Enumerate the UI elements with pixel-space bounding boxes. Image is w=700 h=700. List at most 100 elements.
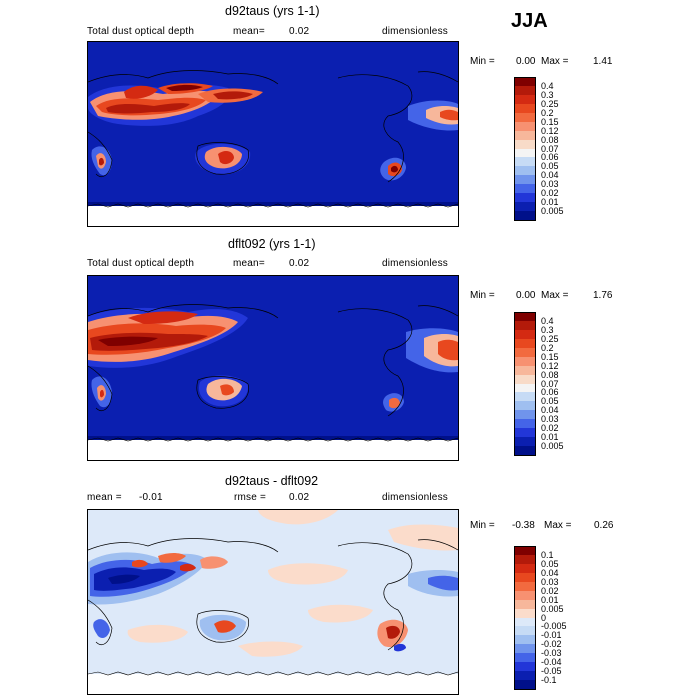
colorbar-label: 0.3: [541, 89, 554, 100]
colorbar-label: -0.01: [541, 630, 562, 641]
panel3-max-label: Max =: [544, 520, 572, 531]
colorbar-swatch: [514, 590, 536, 601]
colorbar-swatch: [514, 329, 536, 340]
colorbar-swatch: [514, 338, 536, 349]
colorbar-label: -0.02: [541, 639, 562, 650]
panel3-min-label: Min =: [470, 520, 495, 531]
colorbar-swatch: [514, 546, 536, 556]
colorbar-swatch: [514, 554, 536, 565]
colorbar-label: 0.15: [541, 116, 559, 127]
colorbar-swatch: [514, 148, 536, 158]
colorbar-label: 0.08: [541, 369, 559, 380]
colorbar-swatch: [514, 139, 536, 149]
colorbar-label: 0.08: [541, 134, 559, 145]
colorbar-swatch: [514, 175, 536, 185]
panel2-variable: Total dust optical depth: [87, 258, 195, 269]
colorbar-swatch: [514, 446, 536, 456]
colorbar-swatch: [514, 94, 536, 105]
panel1-map: [87, 41, 459, 227]
colorbar-label: 0.03: [541, 179, 559, 190]
colorbar-label: 0.04: [541, 567, 559, 578]
colorbar-label: 0.25: [541, 98, 559, 109]
panel1-min-label: Min =: [470, 56, 495, 67]
colorbar-swatch: [514, 184, 536, 194]
panel3-map-field: [88, 510, 458, 694]
colorbar-swatch: [514, 77, 536, 87]
colorbar-label: 0.2: [541, 107, 554, 118]
colorbar-label: 0.04: [541, 170, 559, 181]
panel3-mean-label: mean =: [87, 492, 122, 503]
panel1-title: d92taus (yrs 1-1): [225, 4, 320, 18]
colorbar-label: 0.07: [541, 143, 559, 154]
panel1-mean-label: mean=: [233, 26, 265, 37]
colorbar-swatch: [514, 401, 536, 411]
colorbar-label: 0.01: [541, 594, 559, 605]
colorbar-swatch: [514, 392, 536, 402]
colorbar-label: 0.02: [541, 585, 559, 596]
panel3-mean-value: -0.01: [139, 492, 163, 503]
panel2-min-value: 0.00: [516, 290, 536, 301]
colorbar-swatch: [514, 211, 536, 221]
panel3-rmse-label: rmse =: [234, 492, 267, 503]
colorbar-swatch: [514, 166, 536, 176]
panel1-min-value: 0.00: [516, 56, 536, 67]
colorbar-label: 0.4: [541, 80, 554, 91]
panel1-mean-value: 0.02: [289, 26, 310, 37]
colorbar-label: 0.3: [541, 324, 554, 335]
panel2-title: dflt092 (yrs 1-1): [228, 237, 316, 251]
colorbar-swatch: [514, 103, 536, 114]
panel2-mean-value: 0.02: [289, 258, 310, 269]
colorbar-swatch: [514, 671, 536, 681]
panel3-rmse-value: 0.02: [289, 492, 310, 503]
colorbar-swatch: [514, 202, 536, 212]
colorbar-swatch: [514, 572, 536, 583]
colorbar-swatch: [514, 365, 536, 376]
panel1-map-field: [88, 42, 458, 226]
colorbar-label: 0.03: [541, 414, 559, 425]
colorbar-swatch: [514, 644, 536, 654]
colorbar-swatch: [514, 437, 536, 447]
colorbar-label: 0.04: [541, 405, 559, 416]
panel1-max-value: 1.41: [593, 56, 613, 67]
panel3-min-value: -0.38: [512, 520, 535, 531]
colorbar-label: 0.12: [541, 360, 559, 371]
colorbar-label: 0: [541, 612, 547, 623]
colorbar-swatch: [514, 428, 536, 438]
panel3-units: dimensionless: [382, 492, 448, 503]
colorbar-swatch: [514, 193, 536, 203]
colorbar-label: 0.1: [541, 549, 554, 560]
panel1-max-label: Max =: [541, 56, 569, 67]
colorbar-swatch: [514, 608, 536, 618]
colorbar-label: 0.03: [541, 576, 559, 587]
colorbar-label: 0.25: [541, 333, 559, 344]
colorbar-swatch: [514, 563, 536, 574]
colorbar-label: 0.2: [541, 342, 554, 353]
colorbar-swatch: [514, 617, 536, 627]
colorbar-swatch: [514, 312, 536, 322]
panel2-colorbar: 0.4 0.3 0.25 0.2 0.15 0.12 0.08 0.07 0.06 0.05 0.0…: [514, 312, 604, 456]
panel3-colorbar: 0.1 0.05 0.04 0.03 0.02 0.01 0.005 0 -0.005 -0.01…: [514, 546, 604, 690]
colorbar-swatch: [514, 157, 536, 167]
season-label: JJA: [511, 10, 548, 32]
colorbar-label: 0.005: [541, 206, 564, 217]
colorbar-label: 0.4: [541, 315, 554, 326]
colorbar-label: -0.04: [541, 657, 562, 668]
panel3-map: [87, 509, 459, 695]
colorbar-label: 0.02: [541, 188, 559, 199]
colorbar-swatch: [514, 653, 536, 663]
colorbar-label: 0.005: [541, 441, 564, 452]
panel2-units: dimensionless: [382, 258, 448, 269]
colorbar-swatch: [514, 130, 536, 141]
panel2-map-field: [88, 276, 458, 460]
colorbar-swatch: [514, 347, 536, 358]
panel2-min-label: Min =: [470, 290, 495, 301]
panel1-colorbar: 0.4 0.3 0.25 0.2 0.15 0.12 0.08 0.07 0.06 0.05 0.0…: [514, 77, 604, 221]
colorbar-label: -0.005: [541, 621, 567, 632]
colorbar-swatch: [514, 374, 536, 384]
panel2-mean-label: mean=: [233, 258, 265, 269]
colorbar-swatch: [514, 626, 536, 636]
colorbar-swatch: [514, 85, 536, 96]
panel1-variable: Total dust optical depth: [87, 26, 195, 37]
colorbar-label: 0.07: [541, 378, 559, 389]
